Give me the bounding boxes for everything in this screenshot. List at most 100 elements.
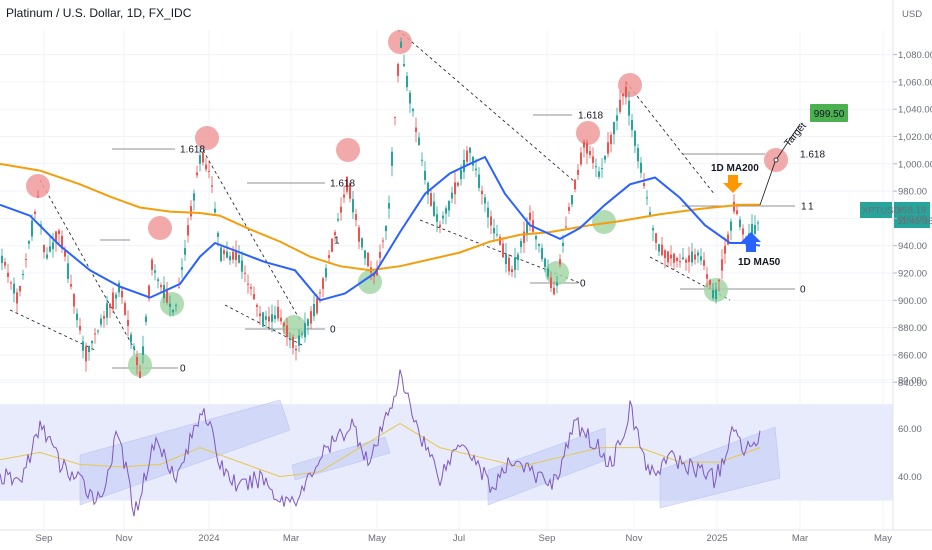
candle-body [571, 195, 573, 205]
dashed-trendline [419, 219, 581, 284]
candle-body [682, 257, 684, 260]
candle-body [310, 311, 312, 324]
candle-body [280, 317, 282, 322]
candle-body [574, 179, 576, 190]
candle-body [730, 221, 732, 231]
candle-body [337, 219, 339, 221]
candle-body [367, 252, 369, 267]
candle-body [22, 274, 24, 276]
candle-body [466, 150, 468, 162]
candle-body [109, 303, 111, 309]
candle-body [349, 183, 351, 199]
candle-body [115, 294, 117, 299]
y-tick-label: 860.00 [898, 350, 927, 361]
candle-body [511, 269, 513, 273]
candle-body [106, 303, 108, 318]
candle-body [322, 278, 324, 289]
candle-body [592, 156, 594, 163]
candle-body [673, 253, 675, 263]
fib-label: 0 [180, 364, 186, 375]
candle-body [424, 170, 426, 181]
candle-body [31, 220, 33, 237]
candle-body [49, 246, 51, 252]
candle-body [484, 197, 486, 204]
y-tick-label: 1,060.00 [898, 77, 932, 88]
x-tick-label: May [874, 533, 892, 544]
candle-body [193, 193, 195, 201]
x-tick-label: Sep [539, 533, 556, 544]
candle-body [712, 290, 714, 299]
price-countdown: 11:45:36 [897, 216, 932, 227]
target-word: Target [783, 121, 809, 150]
candle-body [619, 99, 621, 112]
candle-body [355, 214, 357, 220]
candle-body [439, 224, 441, 228]
rsi-y-tick-label: 40.00 [898, 472, 922, 483]
candle-body [346, 176, 348, 192]
candle-body [262, 312, 264, 327]
candle-body [658, 244, 660, 252]
candle-body [190, 206, 192, 217]
candle-body [433, 201, 435, 216]
candle-body [721, 259, 723, 271]
y-tick-label: 1,080.00 [898, 50, 932, 61]
candle-body [364, 250, 366, 259]
rsi-channel [487, 427, 607, 506]
candle-body [211, 185, 213, 187]
candle-body [76, 313, 78, 321]
candle-body [214, 208, 216, 213]
candle-body [28, 240, 30, 244]
fib-label: 1 [801, 202, 807, 213]
dashed-trendline [625, 81, 716, 196]
candle-body [124, 303, 126, 315]
ma200-arrow-icon [723, 175, 743, 193]
candle-body [274, 315, 276, 319]
candle-body [13, 283, 15, 294]
candle-body [64, 250, 66, 257]
candle-body [577, 169, 579, 175]
candle-body [625, 86, 627, 98]
candle-body [121, 290, 123, 298]
candle-body [751, 223, 753, 235]
x-tick-label: 2025 [706, 533, 727, 544]
candle-body [514, 257, 516, 271]
candle-body [634, 130, 636, 146]
fib-label-one: 1 [334, 236, 340, 247]
candle-body [160, 285, 162, 288]
candle-body [343, 194, 345, 198]
candle-body [628, 100, 630, 116]
candle-body [670, 254, 672, 259]
candle-body [643, 183, 645, 187]
candle-body [25, 258, 27, 260]
candle-body [451, 192, 453, 199]
swing-low-circle [592, 210, 616, 234]
swing-high-circle [26, 174, 50, 198]
candle-body [640, 162, 642, 173]
candle-body [481, 190, 483, 195]
candle-body [232, 251, 234, 260]
candle-body [523, 231, 525, 244]
candle-body [403, 64, 405, 67]
candle-body [457, 182, 459, 186]
candle-body [268, 316, 270, 322]
candle-body [85, 346, 87, 362]
fib-label: 0 [330, 325, 336, 336]
candle-body [55, 231, 57, 243]
candle-body [580, 152, 582, 165]
candle-body [586, 143, 588, 154]
candle-body [715, 289, 717, 300]
candle-body [97, 330, 99, 332]
candle-body [256, 304, 258, 307]
y-tick-label: 960.00 [898, 214, 927, 225]
candle-body [301, 333, 303, 335]
ma200-label: 1D MA200 [711, 163, 759, 174]
candle-body [61, 235, 63, 249]
candle-body [307, 319, 309, 326]
candle-body [706, 274, 708, 279]
candle-body [181, 267, 183, 270]
fib-label: 1.618 [800, 150, 825, 161]
candles [1, 37, 759, 379]
candle-body [697, 252, 699, 256]
